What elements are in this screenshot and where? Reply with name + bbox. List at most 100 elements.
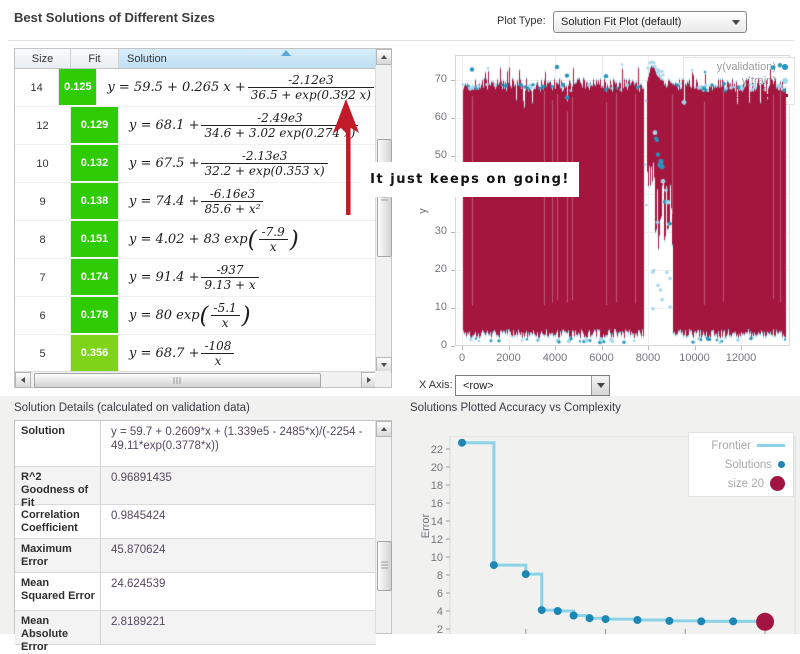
solution-equation: y = 91.4 + -937 9.13 + x: [119, 259, 376, 296]
scrollbar-thumb[interactable]: [377, 139, 392, 257]
y-tick-label: 70: [434, 73, 447, 85]
solution-point[interactable]: [458, 438, 466, 447]
solution-row[interactable]: 7 0.174 y = 91.4 + -937 9.13 + x: [15, 259, 376, 297]
x-tick-label: 0: [458, 352, 466, 364]
solution-row[interactable]: 9 0.138 y = 74.4 + -6.16e3 85.6 + x²: [15, 183, 376, 221]
scrollbar-corner: [375, 371, 391, 387]
page-title: Best Solutions of Different Sizes: [14, 10, 215, 25]
solution-details-table: Solution y = 59.7 + 0.2609*x + (1.339e5 -…: [14, 420, 392, 653]
y-tick-label: 50: [434, 149, 447, 161]
table-vertical-scrollbar[interactable]: [375, 49, 392, 373]
size-cell: 6: [15, 297, 71, 334]
y-tick-label: 12: [431, 534, 443, 546]
x-tick-label: 4000: [542, 352, 568, 364]
details-label: Mean Absolute Error: [15, 611, 101, 653]
solution-row[interactable]: 12 0.129 y = 68.1 + -2.49e3 34.6 + 3.02 exp…: [15, 107, 376, 145]
solution-equation: y = 68.1 + -2.49e3 34.6 + 3.02 exp(0.274 …: [119, 107, 376, 144]
solution-point[interactable]: [521, 570, 530, 579]
chevron-down-icon: [726, 19, 746, 25]
solution-point[interactable]: [633, 616, 642, 624]
x-tick-mark: [741, 346, 742, 350]
scroll-left-button[interactable]: [15, 372, 31, 388]
solution-equation: y = 4.02 + 83 exp(-7.9 x): [129, 225, 299, 254]
solution-row[interactable]: 8 0.151 y = 4.02 + 83 exp(-7.9 x): [15, 221, 376, 259]
solution-point[interactable]: [585, 614, 594, 623]
scroll-up-button[interactable]: [376, 421, 392, 437]
solution-point[interactable]: [489, 561, 498, 570]
column-header-fit[interactable]: Fit: [71, 49, 119, 69]
legend-label: Frontier: [711, 439, 751, 452]
accuracy-section-header: Solutions Plotted Accuracy vs Complexity: [410, 402, 621, 414]
details-value: 0.96891435: [111, 472, 172, 484]
details-row[interactable]: Solution y = 59.7 + 0.2609*x + (1.339e5 -…: [15, 421, 376, 467]
y-tick-label: 6: [437, 588, 443, 600]
solution-point[interactable]: [697, 617, 706, 626]
fit-cell: 0.129: [71, 107, 119, 144]
solution-row[interactable]: 5 0.356 y = 68.7 + -108 x: [15, 335, 376, 373]
y-tick-mark: [451, 232, 455, 233]
fit-plot-y-axis-label: y: [416, 208, 429, 214]
fit-cell: 0.178: [71, 297, 119, 334]
details-label: Maximum Error: [15, 539, 101, 572]
solution-row[interactable]: 6 0.178 y = 80 exp(-5.1 x): [15, 297, 376, 335]
x-axis-dropdown[interactable]: <row>: [455, 375, 610, 396]
fit-cell: 0.174: [71, 259, 119, 296]
column-header-size[interactable]: Size: [15, 49, 71, 69]
scrollbar-thumb[interactable]: [34, 373, 321, 388]
details-row[interactable]: R^2 Goodness of Fit 0.96891435: [15, 467, 376, 509]
solution-point[interactable]: [665, 616, 674, 625]
scroll-right-button[interactable]: [361, 372, 377, 388]
details-label: Solution: [15, 421, 101, 466]
size-20-point[interactable]: [756, 612, 775, 631]
solution-point[interactable]: [729, 617, 738, 626]
column-header-solution[interactable]: Solution: [119, 49, 376, 69]
details-section-header: Solution Details (calculated on validati…: [14, 402, 250, 414]
details-vertical-scrollbar[interactable]: [375, 421, 392, 633]
y-tick-label: 20: [434, 263, 447, 275]
table-horizontal-scrollbar[interactable]: [15, 371, 377, 388]
size-cell: 9: [15, 183, 71, 220]
plot-type-dropdown[interactable]: Solution Fit Plot (default): [553, 11, 747, 33]
accuracy-y-axis-label: Error: [420, 513, 433, 539]
y-tick-label: 60: [434, 111, 447, 123]
best-solutions-table: Size Fit Solution 14 0.125 y = 59.5 + 0.26…: [14, 48, 392, 388]
y-tick-mark: [451, 346, 455, 347]
solution-point[interactable]: [537, 606, 546, 615]
size-cell: 5: [15, 335, 71, 372]
x-tick-mark: [462, 346, 463, 350]
details-row[interactable]: Maximum Error 45.870624: [15, 539, 376, 573]
fit-cell: 0.125: [59, 69, 98, 106]
solution-row[interactable]: 14 0.125 y = 59.5 + 0.265 x + -2.12e3 36.5 …: [15, 69, 376, 107]
legend-entry: Solutions: [689, 455, 793, 474]
x-tick-mark: [648, 346, 649, 350]
legend-label: Solutions: [724, 458, 772, 471]
y-tick-mark: [451, 156, 455, 157]
y-tick-label: 10: [431, 552, 443, 564]
details-value: 0.9845424: [111, 510, 166, 522]
details-row[interactable]: Mean Squared Error 24.624539: [15, 573, 376, 611]
solution-point[interactable]: [569, 611, 578, 620]
scroll-up-button[interactable]: [376, 49, 392, 65]
solution-row[interactable]: 10 0.132 y = 67.5 + -2.13e3 32.2 + exp(0.35…: [15, 145, 376, 183]
y-tick-label: 18: [431, 480, 443, 492]
fit-cell: 0.356: [71, 335, 119, 372]
solution-equation: y = 74.4 + -6.16e3 85.6 + x²: [119, 183, 376, 220]
scrollbar-thumb[interactable]: [377, 541, 392, 591]
details-row[interactable]: Correlation Coefficient 0.9845424: [15, 505, 376, 539]
y-tick-label: 4: [437, 606, 443, 618]
y-tick-label: 10: [434, 301, 447, 313]
x-axis-value: <row>: [463, 379, 494, 392]
details-row[interactable]: Mean Absolute Error 2.8189221: [15, 611, 376, 653]
solution-point[interactable]: [553, 607, 562, 615]
y-tick-label: 14: [431, 516, 443, 528]
y-tick-label: 2: [437, 624, 443, 634]
size-cell: 8: [15, 221, 71, 258]
y-tick-label: 8: [437, 570, 443, 582]
accuracy-chart-legend: Frontier Solutions size 20: [688, 432, 794, 497]
size-cell: 12: [15, 107, 71, 144]
solution-point[interactable]: [601, 615, 610, 624]
y-tick-mark: [451, 118, 455, 119]
y-tick-mark: [451, 270, 455, 271]
size-cell: 14: [15, 69, 60, 106]
y-tick-label: 20: [431, 462, 443, 474]
